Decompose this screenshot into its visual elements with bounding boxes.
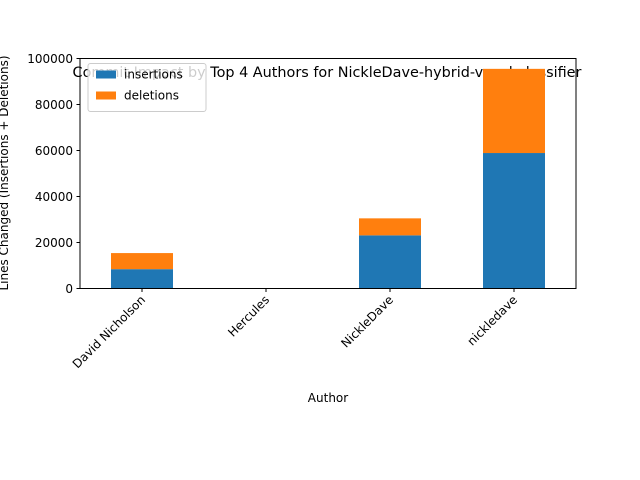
plot-frame <box>79 58 577 289</box>
legend-label-insertions: insertions <box>124 68 183 82</box>
y-axis: 0 20000 40000 60000 80000 100000 <box>27 52 80 296</box>
y-tick-label-3: 60000 <box>35 144 73 158</box>
y-tick-label-0: 0 <box>65 282 73 296</box>
legend-swatch-deletions <box>96 91 116 100</box>
bar-deletions-3 <box>483 68 545 154</box>
bar-insertions-3 <box>483 153 545 289</box>
x-tick-label-3: nickledave <box>464 293 520 349</box>
y-tick-label-5: 100000 <box>27 52 73 66</box>
bar-insertions-0 <box>111 269 173 289</box>
bars-group <box>111 68 545 289</box>
x-axis-label: Author <box>308 391 348 405</box>
y-axis-label: Lines Changed (Insertions + Deletions) <box>0 55 11 290</box>
y-tick-label-2: 40000 <box>35 190 73 204</box>
y-tick-label-1: 20000 <box>35 236 73 250</box>
x-tick-label-1: Hercules <box>225 293 272 340</box>
y-tick-label-4: 80000 <box>35 98 73 112</box>
bar-insertions-2 <box>359 235 421 289</box>
x-axis: David Nicholson Hercules NickleDave nickled… <box>70 288 520 371</box>
bar-deletions-2 <box>359 218 421 236</box>
bar-deletions-0 <box>111 253 173 270</box>
legend-swatch-insertions <box>96 70 116 79</box>
legend: insertions deletions <box>87 63 207 112</box>
x-tick-label-0: David Nicholson <box>70 293 148 371</box>
x-tick-label-2: NickleDave <box>338 293 396 351</box>
legend-box <box>87 63 207 112</box>
legend-label-deletions: deletions <box>124 89 179 103</box>
